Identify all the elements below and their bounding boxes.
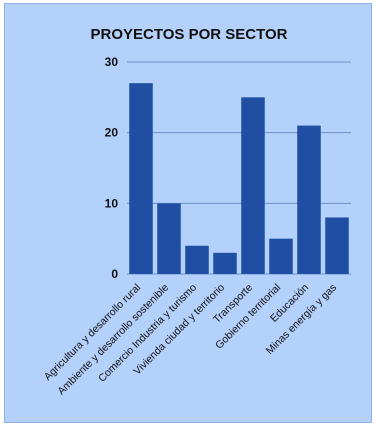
bar-2 bbox=[185, 245, 209, 274]
bar-1 bbox=[157, 203, 181, 274]
y-tick-label-0: 0 bbox=[111, 267, 118, 281]
bar-3 bbox=[213, 252, 237, 274]
chart-panel: PROYECTOS POR SECTOR 0 10 20 30 Agricultura… bbox=[4, 3, 372, 423]
bar-7 bbox=[325, 217, 349, 274]
bar-5 bbox=[269, 238, 293, 274]
y-tick-label-1: 10 bbox=[105, 196, 119, 210]
y-tick-label-2: 20 bbox=[105, 126, 119, 140]
bar-4 bbox=[241, 97, 265, 274]
x-tick-label-1: Ambiente y desarrollo sostenible bbox=[55, 282, 171, 398]
y-tick-label-3: 30 bbox=[105, 55, 119, 69]
bar-6 bbox=[297, 125, 321, 274]
chart-title: PROYECTOS POR SECTOR bbox=[91, 26, 288, 43]
bar-0 bbox=[129, 83, 153, 274]
